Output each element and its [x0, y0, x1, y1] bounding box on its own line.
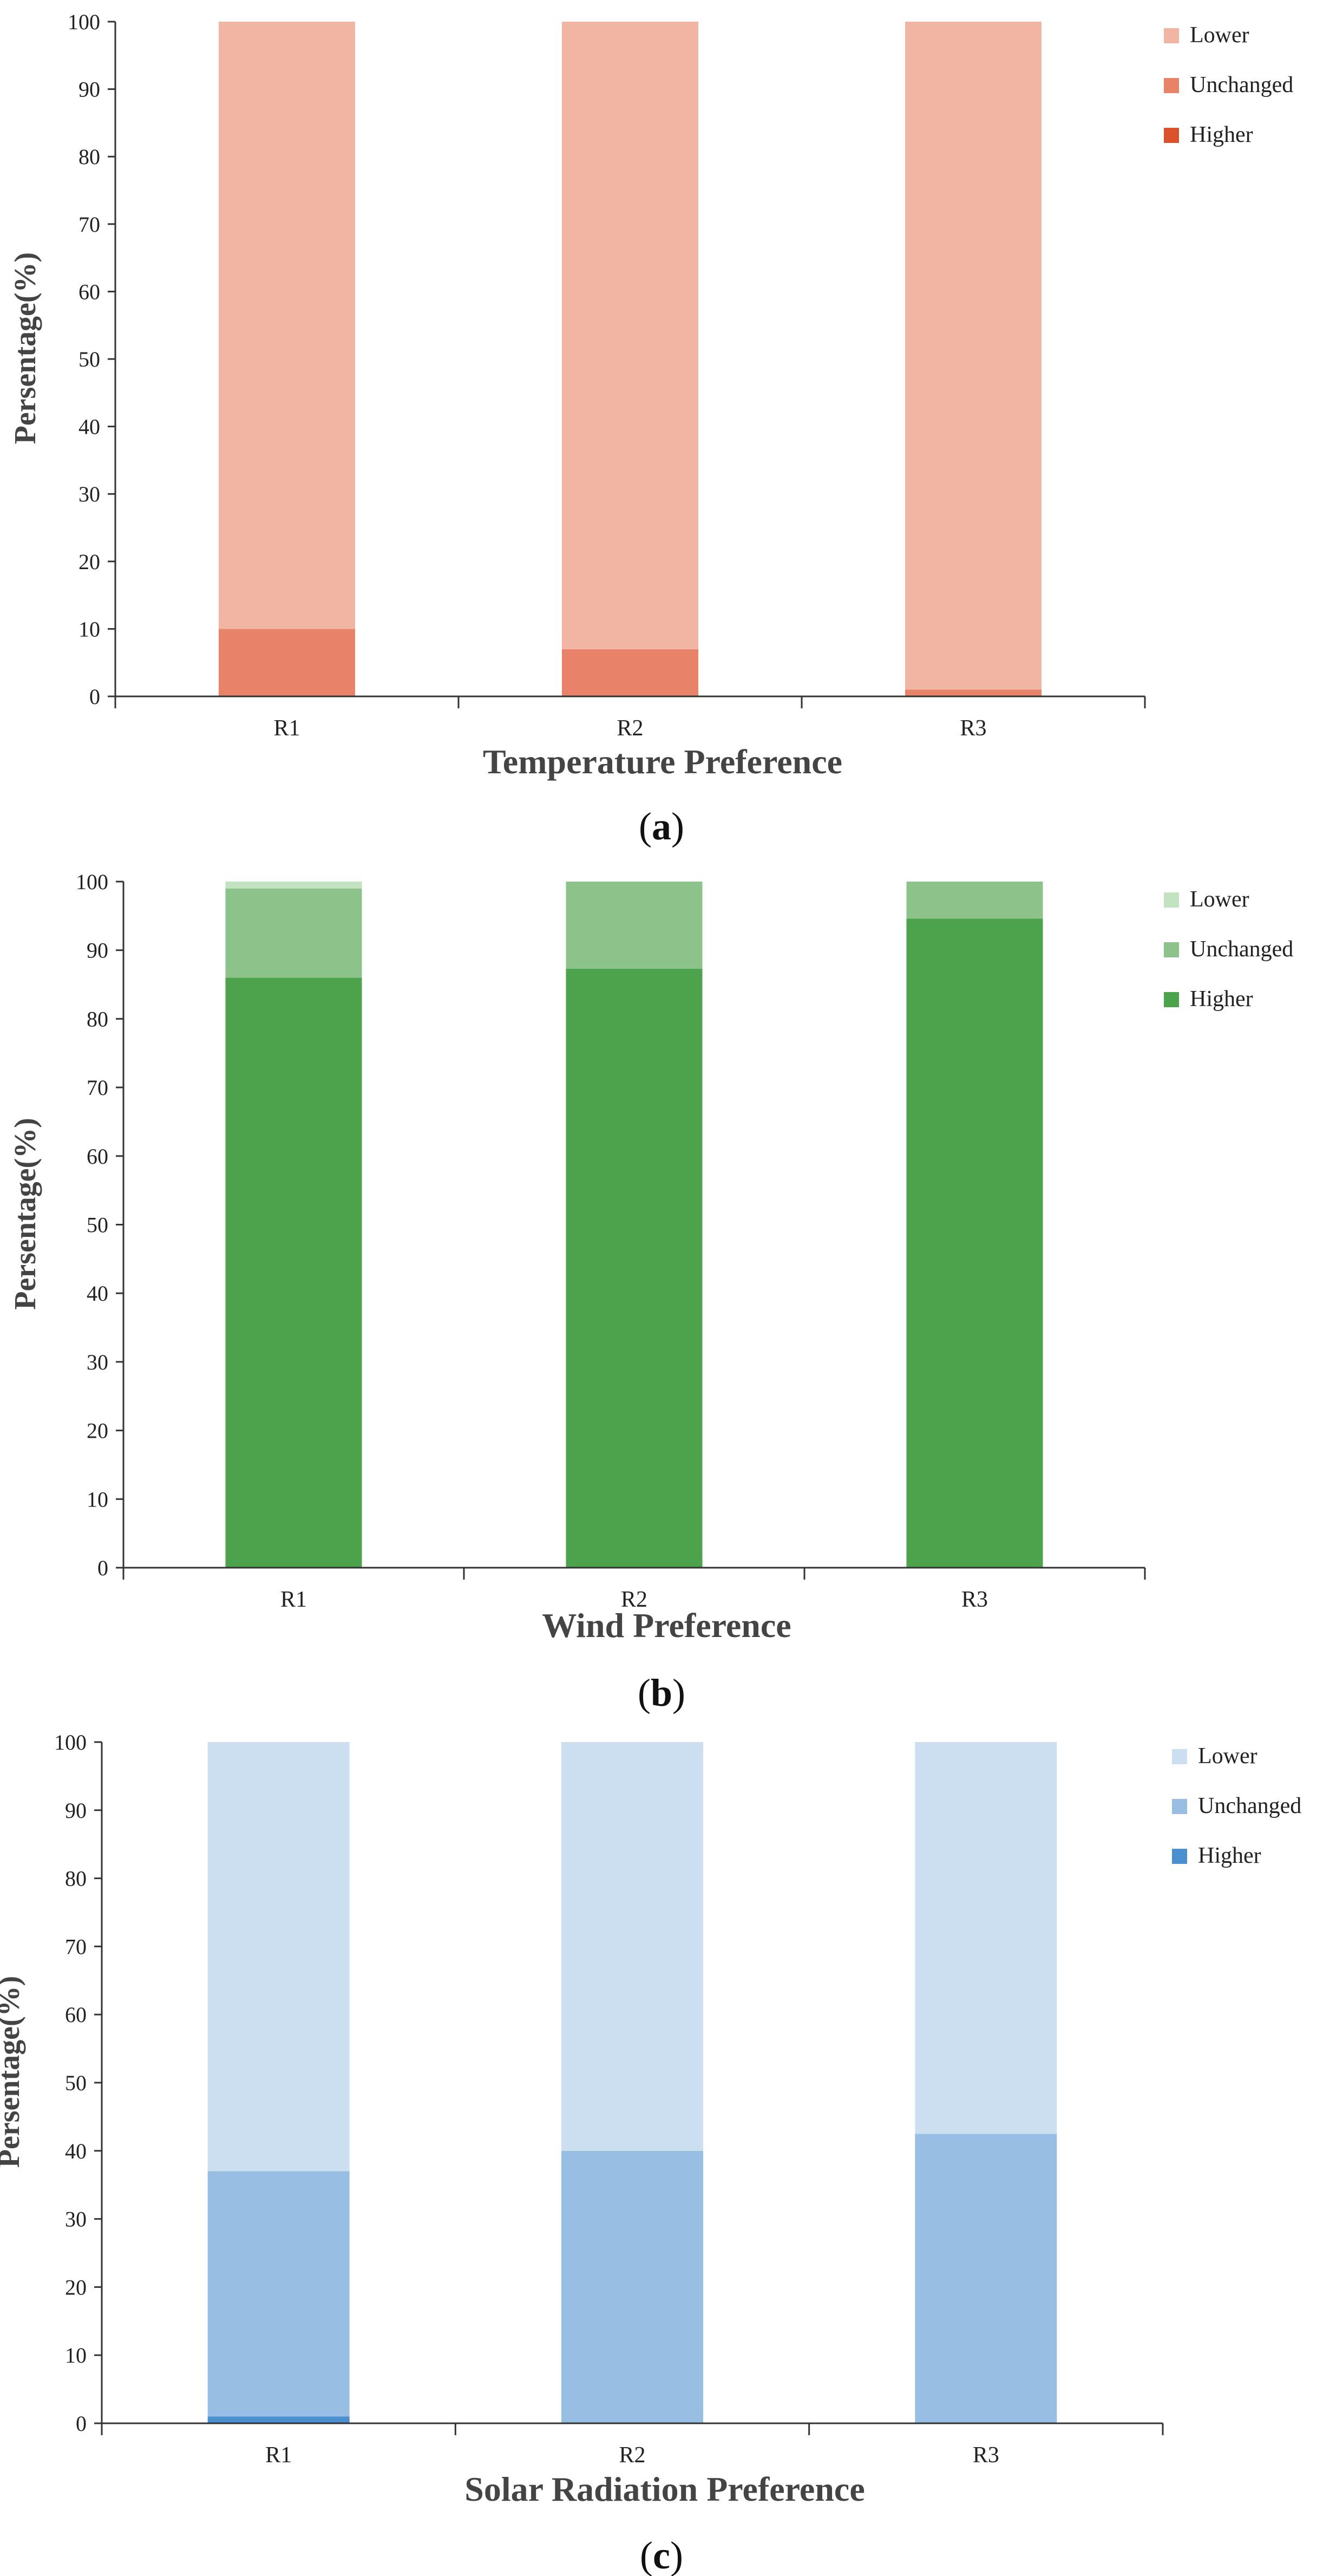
y-tick-label: 80: [65, 1867, 87, 1891]
legend-swatch-higher: [1164, 992, 1179, 1007]
y-tick-label: 70: [87, 1075, 108, 1100]
x-tick-label-r2: R2: [621, 1587, 647, 1612]
legend-label-unchanged: Unchanged: [1198, 1794, 1301, 1818]
legend-swatch-lower: [1172, 1749, 1187, 1764]
legend-label-unchanged: Unchanged: [1190, 937, 1293, 962]
panel-letter: c: [653, 2534, 670, 2576]
chart-panel-a: 0 10 20 30 40 50 60 70 80 90 100 R1 R2 R3 Persentage(%…: [9, 10, 1293, 848]
bar-r1-unchanged: [219, 629, 355, 696]
x-tick-label-r2: R2: [619, 2443, 645, 2468]
x-axis-title: Solar Radiation Preference: [464, 2470, 864, 2508]
y-tick-label: 30: [65, 2207, 87, 2232]
x-tick-label-r3: R3: [973, 2443, 999, 2468]
bar-r2-lower: [562, 22, 698, 649]
bar-r3-lower: [905, 22, 1042, 690]
y-tick-label: 70: [78, 212, 100, 237]
bar-r2-higher: [566, 968, 703, 1568]
panel-label: (b): [638, 1671, 685, 1714]
bar-r1-lower: [225, 882, 362, 889]
bar-r1-unchanged: [207, 2171, 350, 2417]
y-tick-label: 100: [76, 870, 108, 894]
y-tick-label: 90: [78, 77, 100, 102]
x-tick-label-r1: R1: [265, 2443, 292, 2468]
legend-swatch-lower: [1164, 28, 1179, 43]
y-axis-title: Persentage(%): [9, 1118, 42, 1310]
bar-r3-unchanged: [905, 689, 1042, 696]
x-axis-title: Wind Preference: [542, 1606, 791, 1645]
panel-letter: a: [652, 805, 671, 848]
y-tick-label: 20: [87, 1419, 108, 1443]
y-tick-label: 40: [78, 415, 100, 439]
bar-r3-unchanged: [915, 2134, 1057, 2423]
y-tick-label: 30: [78, 482, 100, 506]
bar-r3-unchanged: [906, 882, 1043, 919]
legend-swatch-unchanged: [1164, 78, 1179, 93]
x-tick-label-r1: R1: [280, 1587, 307, 1612]
legend-swatch-unchanged: [1172, 1799, 1187, 1814]
bar-r1-lower: [219, 22, 355, 629]
y-tick-label: 20: [65, 2275, 87, 2299]
y-tick-label: 10: [87, 1487, 108, 1511]
legend-label-lower: Lower: [1198, 1744, 1257, 1769]
y-tick-label: 0: [97, 1556, 108, 1580]
panel-letter: b: [651, 1671, 672, 1714]
y-tick-label: 90: [65, 1798, 87, 1823]
y-axis-title: Persentage(%): [9, 252, 42, 445]
bar-r2-unchanged: [566, 882, 703, 969]
y-tick-label: 80: [78, 145, 100, 169]
y-tick-label: 0: [89, 684, 100, 709]
bar-r3-lower: [915, 1742, 1057, 2134]
bar-r2-lower: [561, 1742, 703, 2151]
bar-r3-higher: [906, 918, 1043, 1568]
y-tick-label: 40: [65, 2139, 87, 2163]
y-tick-label: 10: [78, 617, 100, 641]
legend-swatch-lower: [1164, 892, 1179, 908]
y-tick-label: 40: [87, 1281, 108, 1306]
panel-label: (a): [639, 805, 684, 848]
x-tick-label-r3: R3: [961, 1587, 988, 1612]
panel-label: (c): [640, 2534, 683, 2576]
y-tick-label: 80: [87, 1007, 108, 1031]
y-tick-label: 20: [78, 550, 100, 574]
y-tick-label: 90: [87, 938, 108, 963]
y-tick-label: 100: [68, 10, 100, 34]
legend-swatch-higher: [1164, 128, 1179, 143]
y-tick-label: 50: [87, 1213, 108, 1237]
y-tick-label: 100: [54, 1730, 87, 1755]
legend-swatch-unchanged: [1164, 942, 1179, 957]
legend-label-higher: Higher: [1190, 987, 1253, 1012]
legend-label-unchanged: Unchanged: [1190, 73, 1293, 97]
y-tick-label: 0: [76, 2411, 87, 2436]
y-tick-label: 70: [65, 1934, 87, 1959]
legend-label-lower: Lower: [1190, 23, 1249, 48]
y-tick-label: 60: [78, 279, 100, 304]
legend-label-higher: Higher: [1190, 122, 1253, 147]
y-tick-label: 50: [78, 347, 100, 371]
bar-r2-unchanged: [561, 2150, 703, 2423]
x-axis-title: Temperature Preference: [483, 742, 842, 781]
x-tick-label-r2: R2: [617, 716, 643, 741]
bar-r1-higher: [225, 977, 362, 1568]
bar-r1-lower: [207, 1742, 350, 2171]
legend-label-higher: Higher: [1198, 1843, 1261, 1868]
y-tick-label: 10: [65, 2343, 87, 2368]
bar-r2-unchanged: [562, 649, 698, 696]
x-tick-label-r3: R3: [960, 716, 986, 741]
legend-swatch-higher: [1172, 1849, 1187, 1864]
y-tick-label: 60: [87, 1144, 108, 1169]
chart-panel-c: 0 10 20 30 40 50 60 70 80 90 100 R1 R2 R3 Persentage(%…: [0, 1730, 1301, 2576]
y-tick-label: 50: [65, 2071, 87, 2095]
legend-label-lower: Lower: [1190, 887, 1249, 912]
y-axis-title: Persentage(%): [0, 1976, 26, 2168]
y-tick-label: 60: [65, 2003, 87, 2027]
bar-r1-unchanged: [225, 888, 362, 978]
y-tick-label: 30: [87, 1350, 108, 1374]
x-tick-label-r1: R1: [273, 716, 300, 741]
chart-panel-b: 0 10 20 30 40 50 60 70 80 90 100 R1 R2 R3 Persentage(%…: [9, 870, 1293, 1714]
bar-r1-higher: [207, 2416, 350, 2423]
